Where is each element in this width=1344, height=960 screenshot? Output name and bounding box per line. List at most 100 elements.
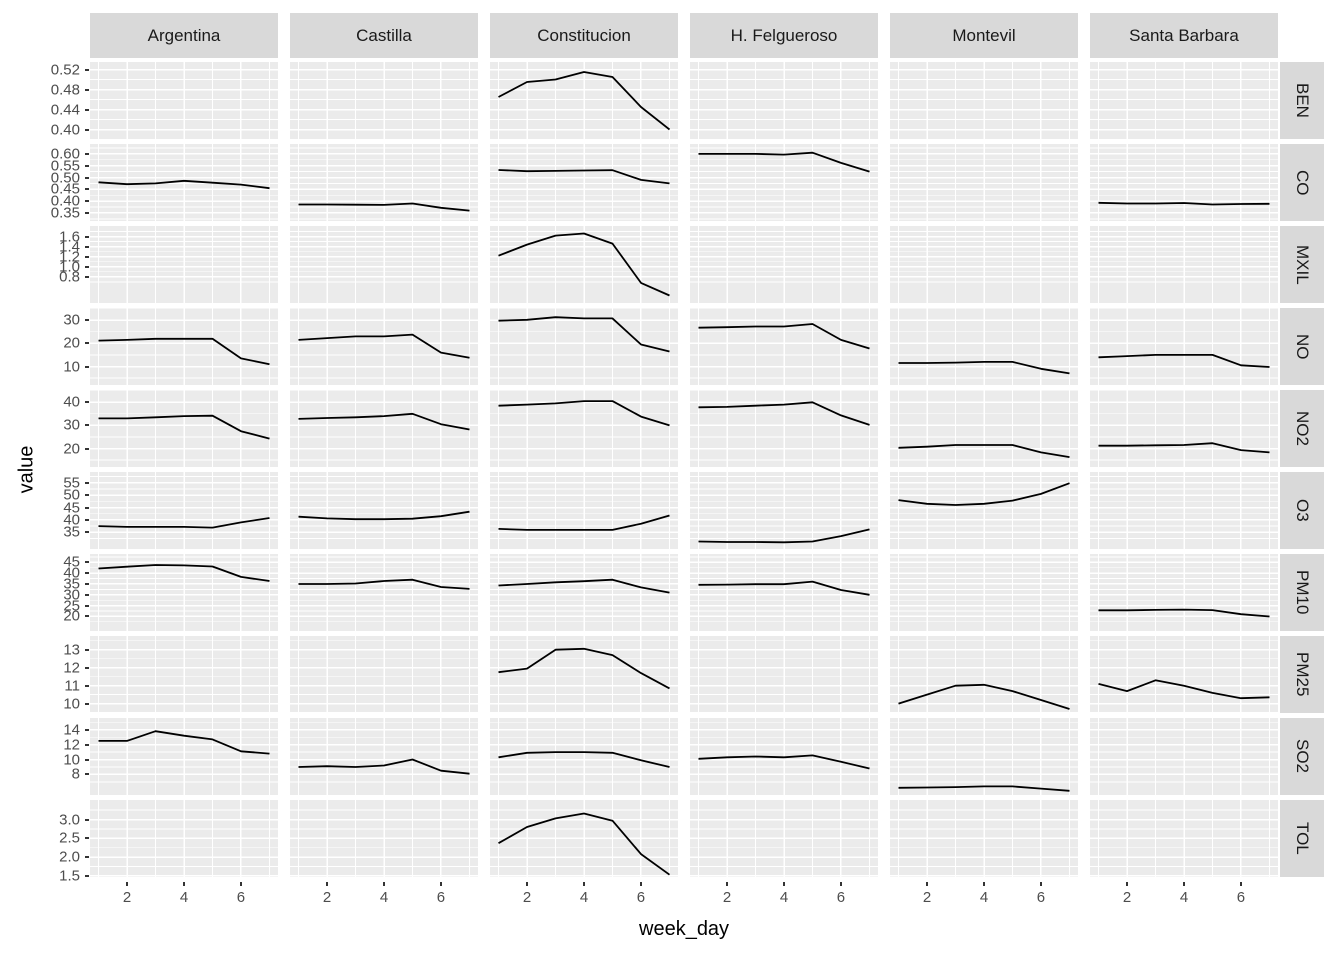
- panel-tol-santa-barbara: [1090, 800, 1278, 877]
- y-tick-label: 10: [63, 358, 80, 375]
- header-left-spacer: [0, 13, 90, 58]
- x-tick-label: 4: [579, 889, 589, 906]
- panel-o3-argentina: [90, 472, 278, 549]
- x-tick-mark: [239, 882, 242, 886]
- panel-mxil-constitucion: [490, 226, 678, 303]
- x-tick-label: 6: [436, 889, 446, 906]
- y-tick-mark: [85, 702, 89, 705]
- y-tick-mark: [85, 424, 89, 427]
- facet-row-tol: 1.5 2.0 2.5 3.0 TOL: [0, 800, 1324, 884]
- y-tick-mark: [85, 518, 89, 521]
- panel-pm25-montevil: [890, 636, 1078, 713]
- facet-row-mxil: 0.8 1.0 1.2 1.4 1.6 MXIL: [0, 226, 1324, 303]
- y-tick-label: 0.40: [50, 121, 80, 138]
- panel-o3-santa-barbara: [1090, 472, 1278, 549]
- strip-row-o3: O3: [1280, 472, 1324, 549]
- strip-row-mxil: MXIL: [1280, 226, 1324, 303]
- facet-row-o3: 35 40 45 50 55 O3: [0, 472, 1324, 549]
- x-tick-label: 4: [1179, 889, 1189, 906]
- data-line: [298, 510, 470, 521]
- strip-row-no2: NO2: [1280, 390, 1324, 467]
- x-tick-label: 6: [636, 889, 646, 906]
- strip-row-co: CO: [1280, 144, 1324, 221]
- y-tick-label: 20: [63, 607, 80, 625]
- facet-row-so2: 8 10 12 14 SO2: [0, 718, 1324, 795]
- y-tick-mark: [85, 128, 89, 131]
- y-tick-mark: [85, 582, 89, 585]
- y-tick-mark: [85, 200, 89, 203]
- panel-no-santa-barbara: [1090, 308, 1278, 385]
- y-tick-label: 45: [63, 553, 80, 571]
- y-tick-label: 11: [64, 677, 80, 695]
- strip-column-label: Constitucion: [537, 25, 631, 45]
- data-line: [498, 232, 670, 297]
- x-tick-label: 6: [836, 889, 846, 906]
- y-tick-mark: [85, 666, 89, 669]
- x-tick-mark: [639, 882, 642, 886]
- y-tick-label: 40: [63, 511, 80, 529]
- x-tick-mark: [726, 882, 729, 886]
- data-line: [498, 400, 670, 427]
- panel-ben-argentina: [90, 62, 278, 139]
- panel-tol-constitucion: [490, 800, 678, 877]
- data-line: [98, 179, 270, 190]
- y-tick-mark: [85, 365, 89, 368]
- panel-so2-h-felgueroso: [690, 718, 878, 795]
- panel-tol-h-felgueroso: [690, 800, 878, 877]
- panel-no2-argentina: [90, 390, 278, 467]
- data-line: [1098, 442, 1270, 454]
- x-tick-label: 2: [1122, 889, 1132, 906]
- y-tick-mark: [85, 743, 89, 746]
- y-tick-label: 1.6: [59, 228, 80, 246]
- panel-o3-h-felgueroso: [690, 472, 878, 549]
- data-line: [898, 361, 1070, 375]
- y-axis-so2: 8 10 12 14: [0, 718, 90, 795]
- y-tick-label: 55: [63, 474, 80, 492]
- x-tick-label: 4: [179, 889, 189, 906]
- data-line: [698, 528, 870, 544]
- y-tick-label: 0.52: [50, 61, 80, 78]
- y-tick-mark: [85, 773, 89, 776]
- y-tick-mark: [85, 265, 89, 268]
- y-tick-mark: [85, 176, 89, 179]
- y-tick-label: 35: [63, 575, 80, 593]
- y-tick-mark: [85, 728, 89, 731]
- panel-mxil-santa-barbara: [1090, 226, 1278, 303]
- panel-ben-castilla: [290, 62, 478, 139]
- y-tick-label: 2.0: [59, 848, 80, 866]
- x-tick-label: 2: [322, 889, 332, 906]
- data-line: [498, 647, 670, 690]
- y-tick-mark: [85, 401, 89, 404]
- panel-no2-h-felgueroso: [690, 390, 878, 467]
- panel-no-montevil: [890, 308, 1078, 385]
- y-tick-mark: [85, 447, 89, 450]
- y-tick-label: 45: [63, 499, 80, 517]
- panel-mxil-h-felgueroso: [690, 226, 878, 303]
- y-tick-label: 0.48: [50, 81, 80, 98]
- panel-pm10-argentina: [90, 554, 278, 631]
- y-tick-mark: [85, 494, 89, 497]
- x-axis-h-felgueroso: 2 4 6: [690, 882, 878, 910]
- data-line: [1098, 201, 1270, 206]
- x-tick-mark: [1039, 882, 1042, 886]
- y-axis-pm10: 20 25 30 35 40 45: [0, 554, 90, 631]
- y-tick-label: 20: [63, 440, 80, 457]
- y-tick-label: 0.55: [50, 157, 80, 175]
- y-tick-mark: [85, 561, 89, 564]
- data-line: [498, 812, 671, 876]
- panel-tol-montevil: [890, 800, 1078, 877]
- panel-mxil-montevil: [890, 226, 1078, 303]
- x-tick-mark: [126, 882, 129, 886]
- panel-so2-argentina: [90, 718, 278, 795]
- panel-co-argentina: [90, 144, 278, 221]
- y-tick-mark: [85, 818, 89, 821]
- y-tick-mark: [85, 604, 89, 607]
- y-tick-mark: [85, 188, 89, 191]
- y-tick-mark: [85, 342, 89, 345]
- y-tick-label: 40: [63, 393, 80, 411]
- data-line: [1098, 354, 1270, 368]
- data-line: [698, 323, 870, 350]
- x-tick-label: 4: [979, 889, 989, 906]
- strip-row-label: TOL: [1293, 822, 1312, 855]
- facet-row-ben: 0.40 0.44 0.48 0.52 BEN: [0, 61, 1324, 139]
